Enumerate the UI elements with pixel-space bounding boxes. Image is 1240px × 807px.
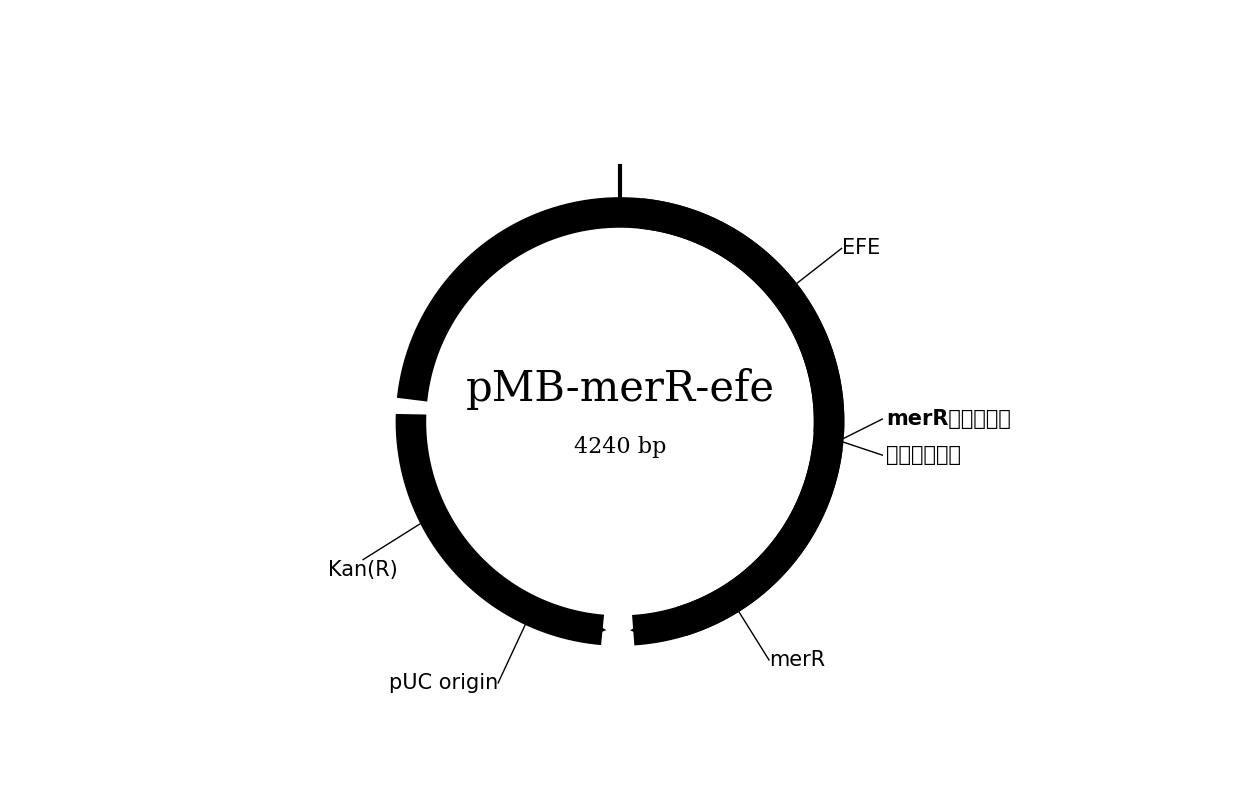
Text: pUC origin: pUC origin [389, 673, 498, 693]
Text: Kan(R): Kan(R) [329, 560, 398, 579]
Text: 4240 bp: 4240 bp [574, 436, 666, 458]
Text: pMB-merR-efe: pMB-merR-efe [465, 368, 775, 410]
Text: merR结合启动子: merR结合启动子 [885, 409, 1011, 429]
Text: merR: merR [769, 650, 825, 670]
Text: 组成型启动子: 组成型启动子 [885, 445, 961, 465]
Text: EFE: EFE [842, 238, 880, 258]
